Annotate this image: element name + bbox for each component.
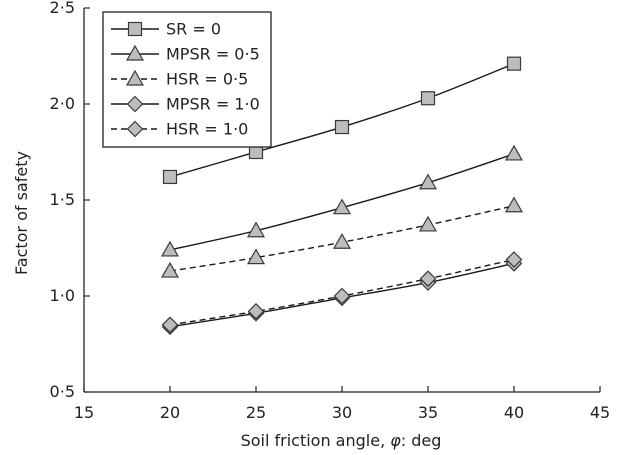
legend-marker xyxy=(125,69,145,86)
data-point xyxy=(161,316,179,334)
axis-titles: Soil friction angle, φ: deg Factor of sa… xyxy=(12,151,441,450)
legend-marker xyxy=(126,95,144,113)
data-point xyxy=(418,173,438,190)
data-point xyxy=(162,169,178,185)
legend-label: HSR = 1·0 xyxy=(166,120,248,139)
x-tick-label: 35 xyxy=(418,403,438,422)
y-tick-label: 2·5 xyxy=(50,0,75,17)
x-tick-label: 30 xyxy=(332,403,352,422)
data-point xyxy=(504,196,524,213)
y-tick-label: 1·0 xyxy=(50,286,75,305)
legend-marker xyxy=(125,44,145,61)
series-lines xyxy=(160,56,524,336)
data-point xyxy=(506,56,522,71)
data-point xyxy=(332,198,352,215)
legend-label: HSR = 0·5 xyxy=(166,70,248,89)
axes: 15 20 25 30 35 40 45 0·5 1·0 1·5 2·0 2·5 xyxy=(50,0,611,422)
y-tick-label: 0·5 xyxy=(50,382,75,401)
data-point xyxy=(420,91,436,106)
x-axis-title-symbol: φ xyxy=(390,431,401,450)
y-axis-title: Factor of safety xyxy=(12,151,31,275)
x-axis-title-suffix: : deg xyxy=(401,431,442,450)
x-tick-label: 25 xyxy=(246,403,266,422)
legend-marker xyxy=(126,120,144,138)
data-point xyxy=(418,215,438,232)
legend-label: MPSR = 1·0 xyxy=(166,95,260,114)
data-point xyxy=(160,240,180,257)
y-tick-label: 1·5 xyxy=(50,190,75,209)
data-point xyxy=(334,119,350,135)
data-point xyxy=(419,270,437,288)
data-point xyxy=(247,303,265,320)
data-point xyxy=(332,233,352,249)
legend-label: MPSR = 0·5 xyxy=(166,45,260,64)
legend: SR = 0 MPSR = 0·5 HSR = 0·5 MPSR = 1·0 HSR =… xyxy=(102,11,272,148)
x-tick-label: 15 xyxy=(74,403,94,422)
x-tick-label: 40 xyxy=(504,403,524,422)
x-tick-label: 45 xyxy=(590,403,610,422)
x-axis-title-prefix: Soil friction angle, xyxy=(241,431,391,450)
x-axis-title: Soil friction angle, φ: deg xyxy=(241,431,442,450)
y-tick-label: 2·0 xyxy=(50,94,75,113)
data-point xyxy=(246,248,266,265)
data-point xyxy=(333,287,351,305)
data-point xyxy=(505,251,523,268)
x-tick-label: 20 xyxy=(160,403,180,422)
data-point xyxy=(504,144,524,161)
legend-marker xyxy=(127,21,143,37)
legend-label: SR = 0 xyxy=(166,20,221,39)
data-point xyxy=(160,261,180,278)
data-point xyxy=(246,221,266,238)
